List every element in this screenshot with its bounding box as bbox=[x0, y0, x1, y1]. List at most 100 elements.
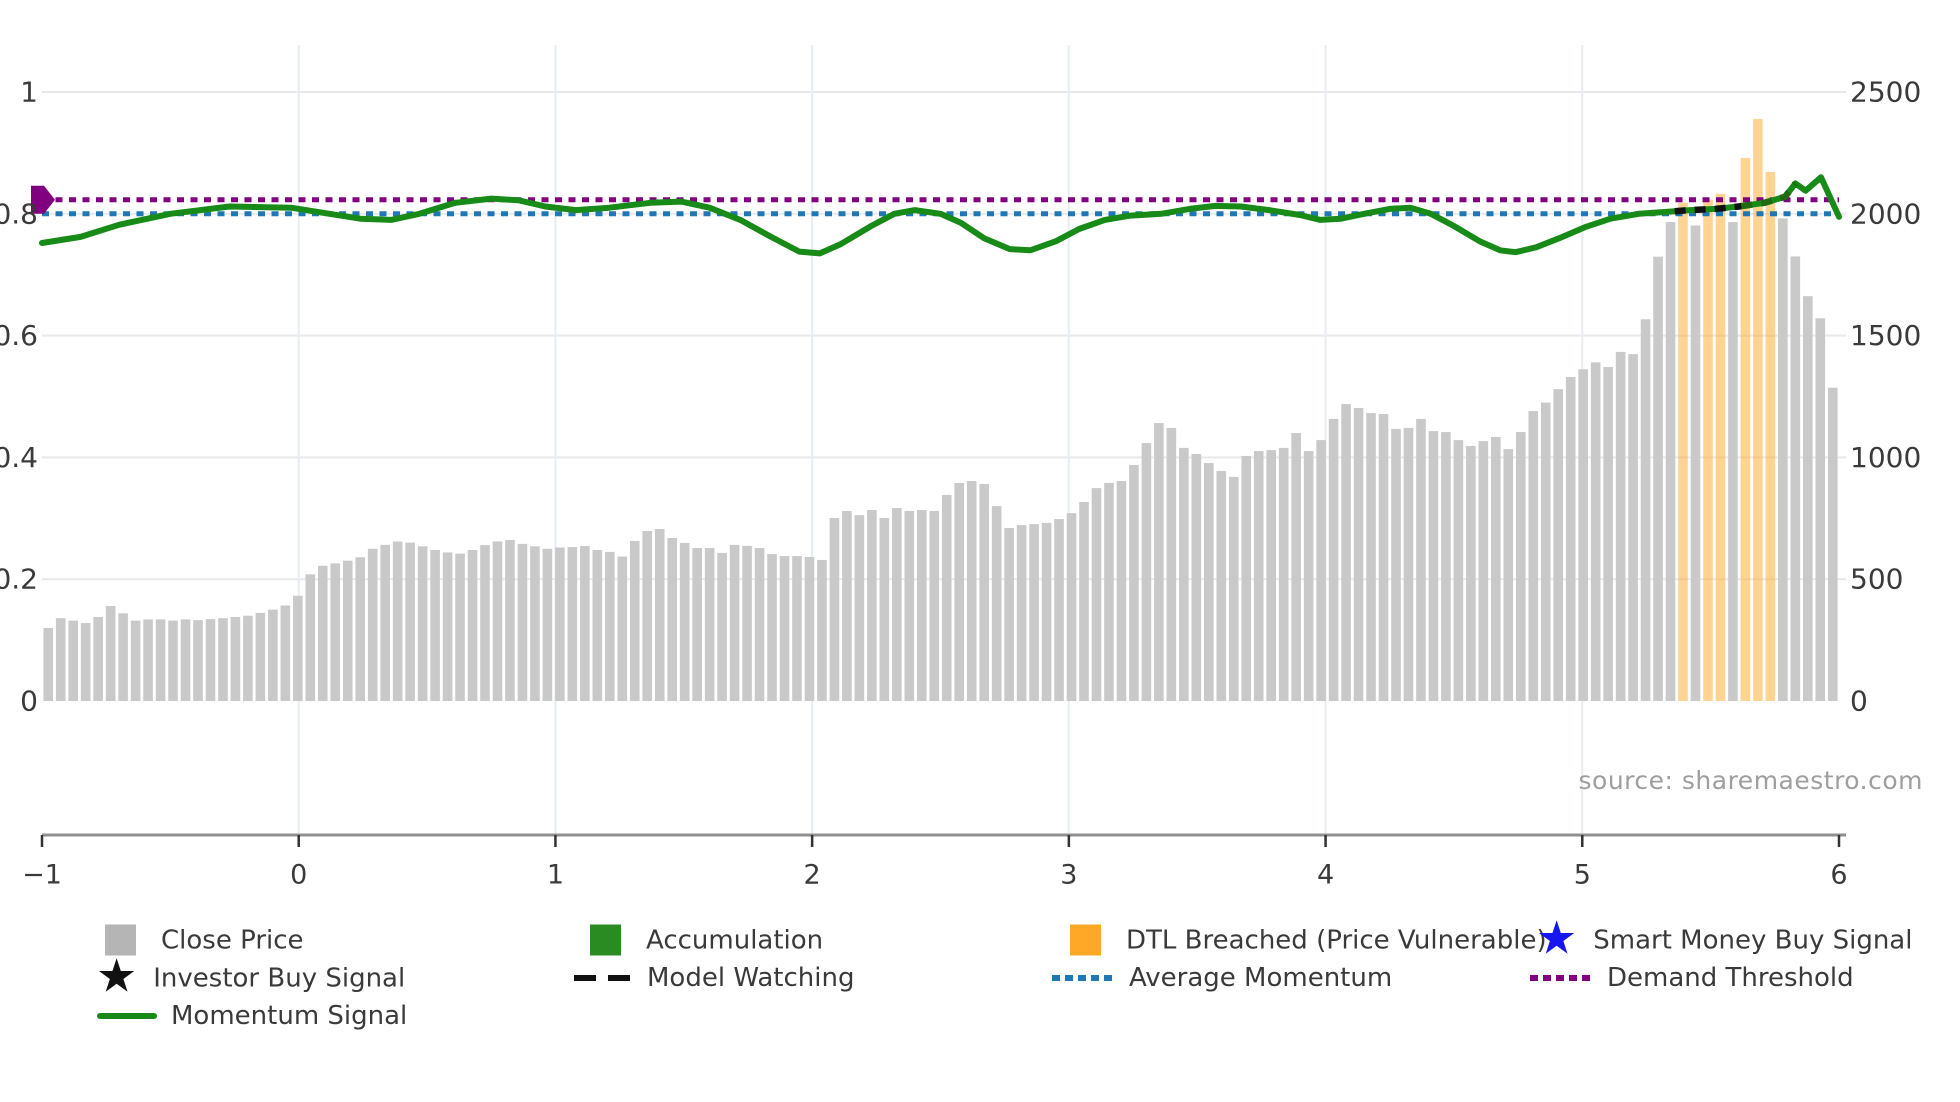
x-tick-label: 6 bbox=[1830, 860, 1847, 891]
close-price-bar bbox=[1403, 427, 1414, 701]
close-price-bar bbox=[1540, 402, 1551, 701]
y-tick-label-right: 2000 bbox=[1850, 197, 1921, 230]
close-price-bar bbox=[879, 518, 890, 701]
close-price-bar bbox=[654, 529, 665, 701]
close-price-bar bbox=[205, 619, 216, 701]
x-tick-label: 3 bbox=[1060, 860, 1077, 891]
y-tick-label-left: 1 bbox=[20, 76, 38, 109]
dtl-breached-bar bbox=[1753, 119, 1763, 701]
close-price-bar bbox=[367, 548, 378, 701]
close-price-bar bbox=[1066, 513, 1077, 701]
close-price-bar bbox=[268, 609, 278, 701]
close-price-bar bbox=[592, 549, 603, 701]
close-price-bar bbox=[480, 545, 490, 701]
close-price-bar bbox=[867, 510, 877, 701]
x-tick-label: −1 bbox=[22, 860, 62, 891]
close-price-bar bbox=[1515, 432, 1526, 701]
close-price-bar bbox=[180, 619, 191, 701]
close-price-bar bbox=[1653, 256, 1663, 701]
close-price-bar bbox=[1466, 445, 1476, 701]
close-price-bar bbox=[1665, 222, 1676, 701]
close-price-bar bbox=[342, 560, 353, 701]
close-price-bar bbox=[1054, 519, 1064, 701]
x-tick-label: 2 bbox=[804, 860, 821, 891]
momentum-line bbox=[39, 174, 1842, 257]
close-price-bar bbox=[742, 545, 752, 701]
close-price-bar bbox=[991, 506, 1002, 701]
close-price-bar bbox=[1453, 440, 1464, 701]
close-price-bar bbox=[1253, 451, 1264, 701]
close-price-bar bbox=[1478, 441, 1489, 701]
close-price-bar bbox=[430, 549, 440, 701]
close-price-bar bbox=[43, 627, 54, 701]
dtl-breached-bar bbox=[1678, 202, 1688, 701]
close-price-bar bbox=[1216, 471, 1227, 701]
close-price-bar bbox=[93, 616, 103, 701]
close-price-bar bbox=[1728, 222, 1738, 701]
dtl-breached-bar bbox=[1740, 158, 1751, 701]
close-price-bar bbox=[854, 515, 865, 701]
close-price-bar bbox=[829, 518, 840, 701]
close-price-bar bbox=[168, 620, 178, 701]
close-price-bar bbox=[1116, 481, 1127, 701]
model-watching-overlay bbox=[1674, 202, 1742, 215]
close-price-bar bbox=[118, 613, 128, 701]
close-price-bar bbox=[1366, 413, 1376, 701]
close-price-bar bbox=[1815, 318, 1826, 701]
close-price-bar bbox=[966, 481, 977, 701]
close-price-bar bbox=[255, 612, 266, 701]
demand-threshold-marker bbox=[31, 185, 55, 214]
close-price-bar bbox=[1341, 404, 1351, 701]
close-price-bar bbox=[1029, 524, 1039, 701]
close-price-bar bbox=[1004, 528, 1014, 701]
close-price-bar bbox=[55, 618, 66, 701]
close-price-bar bbox=[555, 547, 565, 701]
close-price-bar bbox=[1827, 387, 1838, 701]
close-price-bar bbox=[717, 552, 727, 701]
close-price-bar bbox=[1328, 418, 1339, 701]
close-price-bar bbox=[1441, 432, 1451, 701]
y-tick-label-left: 0.4 bbox=[0, 441, 38, 474]
close-price-bar bbox=[1241, 455, 1252, 701]
close-price-bar bbox=[1041, 522, 1052, 701]
dtl-breached-bar bbox=[1765, 171, 1776, 701]
close-price-bar bbox=[1079, 501, 1089, 701]
close-price-bar bbox=[68, 620, 78, 701]
close-price-bar bbox=[1590, 362, 1601, 701]
close-price-bar bbox=[704, 548, 715, 701]
close-price-bar bbox=[1803, 296, 1813, 701]
close-price-bar bbox=[417, 546, 428, 701]
close-price-bar bbox=[1104, 482, 1114, 701]
close-price-bar bbox=[530, 546, 540, 701]
close-price-bar bbox=[1553, 389, 1564, 701]
close-price-bar bbox=[155, 619, 166, 701]
x-tick-label: 1 bbox=[547, 860, 564, 891]
close-price-bar bbox=[1291, 433, 1301, 701]
close-price-bar bbox=[667, 538, 677, 701]
close-price-bar bbox=[193, 620, 203, 701]
close-price-bar bbox=[1640, 319, 1651, 701]
close-price-bar bbox=[218, 618, 228, 701]
close-price-bar bbox=[1503, 449, 1514, 701]
close-price-bar bbox=[1204, 463, 1214, 701]
close-price-bar bbox=[455, 553, 465, 701]
y-tick-label-right: 0 bbox=[1850, 685, 1868, 718]
close-price-bar bbox=[492, 541, 503, 701]
source-note: source: sharemaestro.com bbox=[1578, 766, 1923, 795]
close-price-bar bbox=[1303, 451, 1314, 701]
close-price-bar bbox=[293, 595, 303, 701]
close-price-bar bbox=[1378, 414, 1389, 701]
y-tick-label-right: 1000 bbox=[1850, 441, 1921, 474]
close-price-bar bbox=[80, 623, 91, 701]
close-price-bar bbox=[355, 557, 366, 701]
close-price-bar bbox=[1578, 369, 1588, 701]
close-price-bar bbox=[1690, 225, 1701, 701]
close-price-bar bbox=[143, 619, 153, 701]
close-price-bar bbox=[517, 543, 528, 701]
close-price-bar bbox=[979, 483, 989, 701]
close-price-bar bbox=[505, 539, 515, 701]
close-price-bar bbox=[729, 544, 740, 701]
close-price-bar bbox=[280, 605, 291, 701]
close-price-bar bbox=[617, 556, 628, 701]
